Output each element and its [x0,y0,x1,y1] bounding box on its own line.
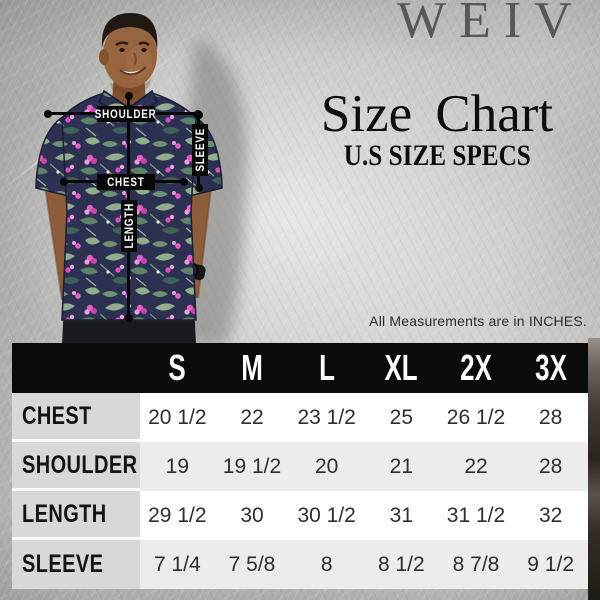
shoulder-m: 19 1/2 [214,442,290,491]
shoulder-label-text: SHOULDER [95,107,157,121]
sleeve-xl: 8 1/2 [363,540,439,589]
chest-label: CHEST [97,174,155,190]
head [99,13,158,94]
sleeve-label: SLEEVE [192,124,208,176]
size-table: S M L XL 2X 3X CHEST 20 1/2 22 23 1/2 25… [12,343,588,589]
photo-edge-strip [588,338,600,600]
shoulder-2x: 22 [438,442,514,491]
sleeve-s: 7 1/4 [140,540,215,589]
chest-2x: 26 1/2 [438,393,514,442]
length-m: 30 [214,491,290,540]
shoulder-l: 20 [289,442,364,491]
length-xl: 31 [363,491,439,540]
row-label: LENGTH [12,491,140,540]
size-table-header: S M L XL 2X 3X [12,343,588,393]
page-title: Size Chart [320,85,554,143]
chest-l: 23 1/2 [289,393,364,442]
row-label: SLEEVE [12,540,140,589]
size-column-xl: XL [384,347,418,388]
shoulder-s: 19 [140,442,215,491]
table-row-length: LENGTH 29 1/2 30 30 1/2 31 31 1/2 32 [12,491,588,540]
chest-m: 22 [214,393,290,442]
chest-s: 20 1/2 [140,393,215,442]
header-corner-cell [12,343,140,393]
length-label-text: LENGTH [122,203,136,249]
page-subtitle: U.S SIZE SPECS [343,139,531,172]
sleeve-3x: 9 1/2 [513,540,588,589]
title-block: Size Chart U.S SIZE SPECS [287,88,587,171]
length-2x: 31 1/2 [438,491,514,540]
sleeve-2x: 8 7/8 [438,540,514,589]
table-row-sleeve: SLEEVE 7 1/4 7 5/8 8 8 1/2 8 7/8 9 1/2 [12,540,588,589]
length-s: 29 1/2 [140,491,215,540]
sleeve-l: 8 [289,540,364,589]
model-photo [35,13,248,345]
size-column-3x: 3X [534,347,567,388]
size-column-s: S [168,347,186,388]
length-label: LENGTH [121,200,137,252]
sleeve-label-text: SLEEVE [193,128,207,172]
table-row-shoulder: SHOULDER 19 19 1/2 20 21 22 28 [12,442,588,491]
table-row-chest: CHEST 20 1/2 22 23 1/2 25 26 1/2 28 [12,393,588,442]
sleeve-m: 7 5/8 [214,540,290,589]
row-label: SHOULDER [12,442,140,491]
shoulder-xl: 21 [363,442,439,491]
chest-3x: 28 [513,393,588,442]
chest-label-text: CHEST [107,175,145,189]
chest-xl: 25 [363,393,439,442]
size-column-m: M [241,347,263,388]
row-label: CHEST [12,393,140,442]
length-3x: 32 [513,491,588,540]
length-l: 30 1/2 [289,491,364,540]
size-column-l: L [318,347,335,388]
shoulder-label: SHOULDER [95,106,157,122]
brand-logo: WEIV [397,0,585,49]
size-column-2x: 2X [460,347,492,388]
units-note: All Measurements are in INCHES. [369,313,587,329]
shoulder-3x: 28 [513,442,588,491]
